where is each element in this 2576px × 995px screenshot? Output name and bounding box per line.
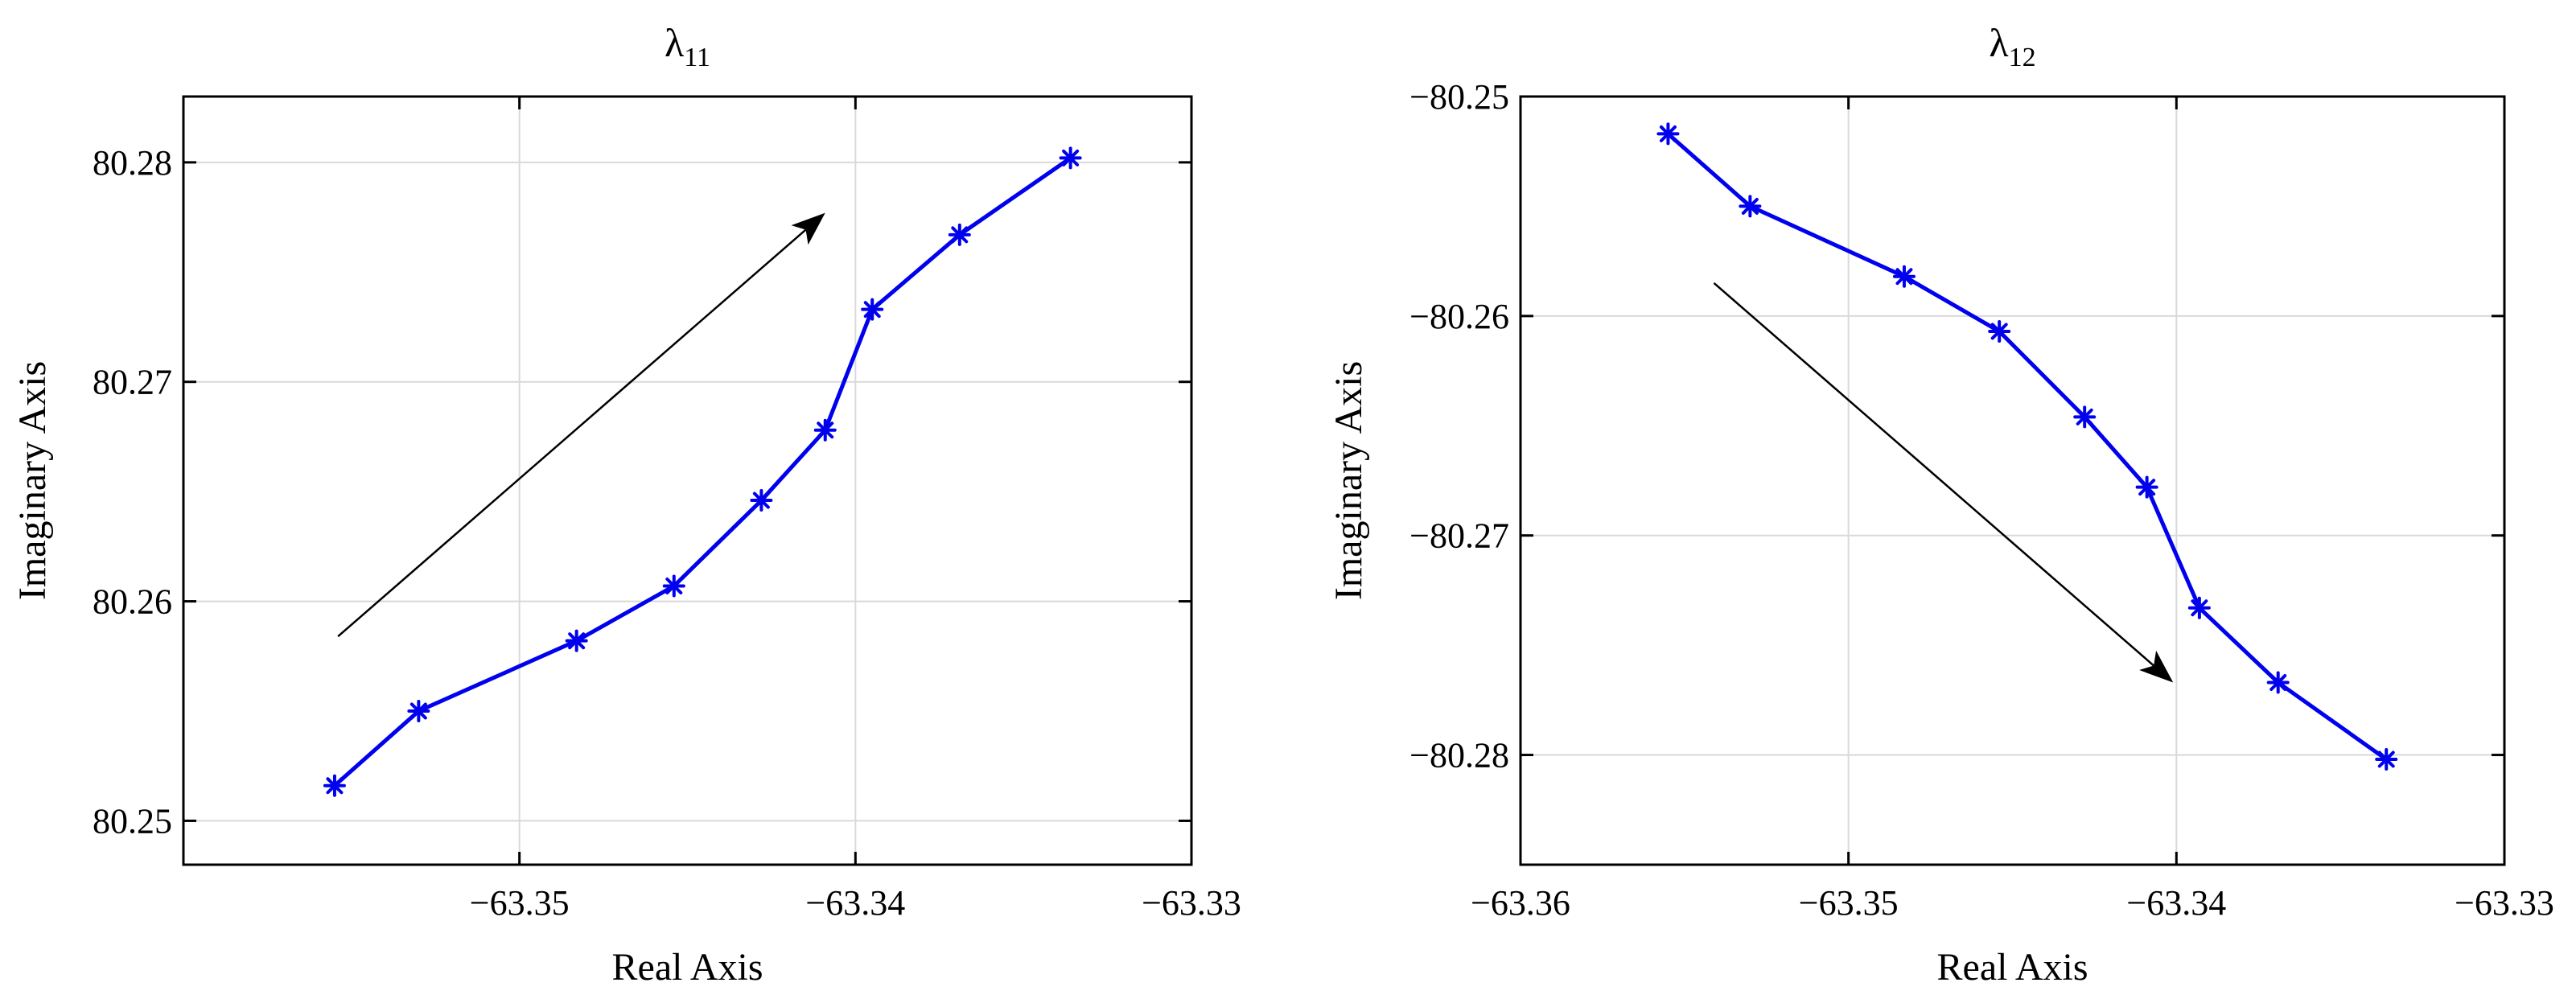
chart-title-subscript: 11 [684, 43, 710, 72]
y-tick-label: −80.25 [1409, 77, 1509, 117]
plot-lambda-12: −63.36 −63.35 −63.34 −63.33 −80.25 −80.26 −80.… [1327, 20, 2554, 989]
x-axis-label: Real Axis [612, 946, 763, 989]
data-point-marker [2135, 475, 2158, 499]
plot-lambda-11: −63.35 −63.34 −63.33 80.25 80.26 80.27 80.28 Re… [11, 20, 1241, 989]
data-point-marker [948, 223, 971, 246]
y-tick-label: −80.28 [1409, 736, 1509, 775]
y-tick-label: 80.26 [93, 582, 172, 622]
trend-arrow [1713, 282, 2174, 683]
x-tick-label: −63.35 [470, 883, 570, 923]
data-point-marker [1059, 146, 1082, 170]
data-point-marker [1656, 122, 1680, 146]
series-line [1666, 132, 2388, 762]
data-point-marker [2375, 748, 2398, 771]
data-point-marker [861, 298, 884, 321]
trend-arrow [337, 212, 825, 638]
chart-title: λ11 [665, 20, 710, 72]
y-tick-label: −80.27 [1409, 516, 1509, 556]
chart-title: λ12 [1989, 20, 2035, 72]
chart-title-symbol: λ [665, 20, 684, 65]
chart-title-symbol: λ [1989, 20, 2008, 65]
y-axis-label: Imaginary Axis [1327, 361, 1370, 600]
x-tick-label: −63.35 [1799, 883, 1899, 923]
series-line [333, 156, 1072, 787]
y-axis-label: Imaginary Axis [11, 361, 54, 600]
y-tick-label: 80.27 [93, 363, 172, 402]
data-point-marker [2073, 405, 2097, 429]
data-point-marker [323, 774, 346, 797]
x-tick-label: −63.34 [2126, 883, 2226, 923]
chart-title-subscript: 12 [2009, 43, 2036, 72]
x-tick-label: −63.33 [1142, 883, 1241, 923]
axes-frame [182, 95, 1193, 866]
y-tick-label: 80.28 [93, 143, 172, 183]
y-tick-label: −80.26 [1409, 297, 1509, 336]
x-tick-label: −63.33 [2455, 883, 2554, 923]
x-tick-label: −63.36 [1471, 883, 1570, 923]
data-point-marker [750, 489, 773, 512]
data-point-marker [1892, 265, 1916, 288]
data-point-marker [1988, 319, 2011, 343]
data-point-marker [1739, 195, 1762, 218]
data-point-marker [565, 629, 588, 652]
data-point-marker [2187, 596, 2211, 619]
x-tick-label: −63.34 [805, 883, 905, 923]
x-axis-label: Real Axis [1937, 946, 2088, 989]
axes-frame [1519, 95, 2506, 866]
y-tick-label: 80.25 [93, 801, 172, 841]
data-point-marker [407, 700, 430, 722]
data-point-marker [662, 574, 685, 598]
data-point-marker [813, 418, 837, 442]
data-point-marker [2266, 671, 2290, 694]
